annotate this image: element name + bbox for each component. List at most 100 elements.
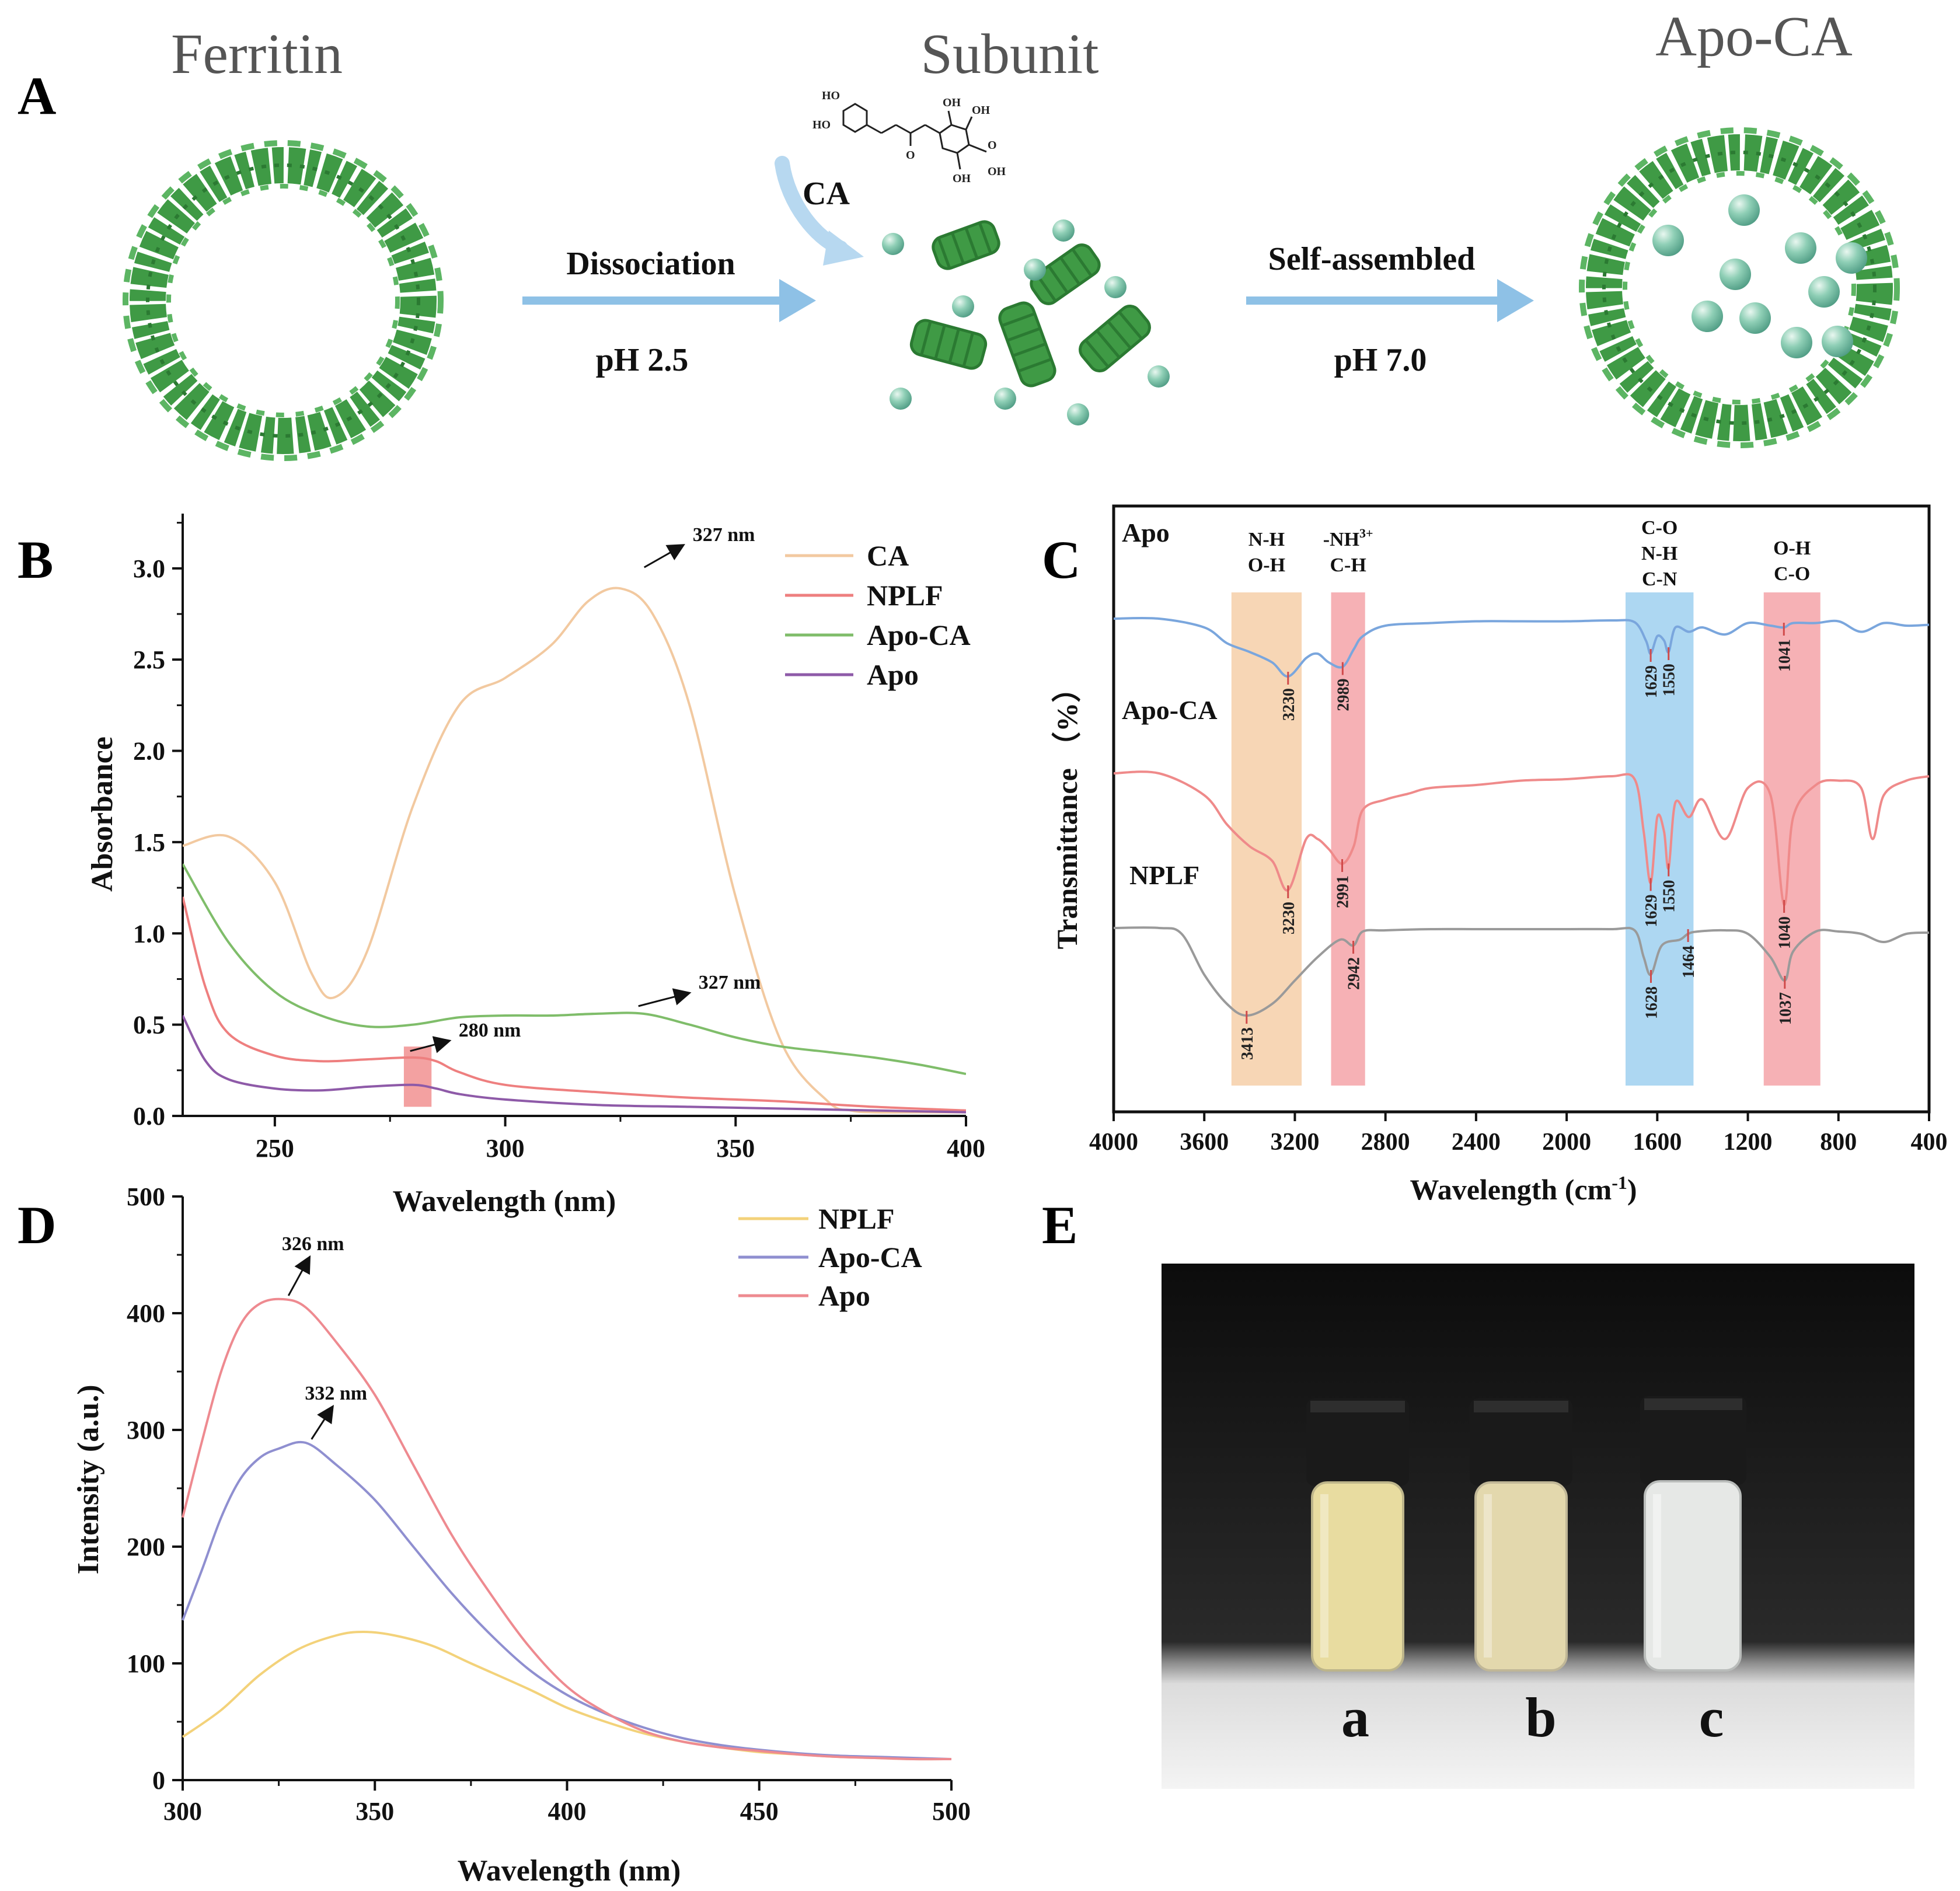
- sphere-icon: [882, 233, 904, 255]
- annotation-arrow: [638, 988, 692, 1007]
- band-label: N-H: [1641, 543, 1677, 564]
- sphere-icon: [1822, 326, 1853, 357]
- apo-ca-cage-icon: [1579, 127, 1900, 448]
- y-tick-label: 2.0: [133, 737, 165, 766]
- y-tick-label: 100: [127, 1649, 165, 1678]
- curve-label-apo: Apo: [1122, 518, 1170, 547]
- series-line-apo: [1113, 616, 1930, 678]
- peak-label: 3230: [1280, 688, 1298, 721]
- x-tick-label: 300: [163, 1797, 202, 1826]
- series-line-nplf: [1113, 770, 1930, 906]
- annotation-arrow: [287, 1255, 311, 1296]
- panel-c-letter: C: [1042, 530, 1080, 589]
- panel-e-letter: E: [1042, 1195, 1077, 1255]
- y-tick-label: 0.0: [133, 1102, 165, 1131]
- series-line-nplf: [183, 896, 966, 1112]
- panel-a: A Ferritin Subunit Apo-CA Dissociation p…: [18, 5, 1900, 461]
- sphere-icon: [952, 295, 974, 318]
- absorbance-chart: 250 300 350 400 0.0 0.5 1.0 1.5 2.0 2.5 3.0 Wavelen…: [86, 514, 985, 1218]
- x-tick-label: 3200: [1270, 1129, 1319, 1156]
- series-line-apo-ca: [183, 863, 966, 1076]
- plot-frame: [1112, 504, 1931, 1114]
- annotation-label: 326 nm: [282, 1233, 344, 1255]
- sphere-icon: [1785, 232, 1816, 264]
- y-tick-label: 2.5: [133, 646, 165, 674]
- peak-label: 2942: [1345, 957, 1363, 990]
- sphere-icon: [1148, 365, 1170, 388]
- band-label: O-H: [1248, 554, 1285, 576]
- subunit-title: Subunit: [921, 23, 1099, 86]
- x-tick-label: 1600: [1633, 1129, 1682, 1156]
- ferritin-cage-icon: [123, 140, 444, 461]
- vial-label-a: a: [1341, 1686, 1369, 1749]
- sphere-icon: [1067, 403, 1089, 425]
- fluorescence-chart: 300 350 400 450 500 0 100 200 300 400 500 Wavelengt…: [72, 1182, 971, 1887]
- series-line-apo: [183, 1015, 966, 1114]
- vial-label-c: c: [1699, 1686, 1724, 1749]
- ca-curved-arrow: [775, 156, 864, 266]
- y-tick-label: 3.0: [133, 554, 165, 583]
- band-label: C-H: [1330, 554, 1366, 576]
- y-tick-label: 1.5: [133, 828, 165, 857]
- ca-spheres: [882, 219, 1170, 425]
- y-tick-label: 500: [127, 1182, 165, 1211]
- molecule-o-2: O: [988, 139, 997, 152]
- sphere-icon: [1652, 225, 1684, 256]
- y-axis-label: Absorbance: [86, 737, 119, 892]
- legend-label-nplf: NPLF: [867, 579, 943, 612]
- y-tick-label: 400: [127, 1299, 165, 1328]
- band-label: C-N: [1642, 568, 1677, 590]
- y-axis-label: Transmittance （%）: [1051, 674, 1083, 950]
- sphere-icon: [1836, 242, 1867, 274]
- ph-7-0-label: pH 7.0: [1334, 342, 1427, 378]
- x-tick-label: 350: [716, 1134, 755, 1163]
- peak-label: 1550: [1661, 880, 1679, 913]
- molecule-ho-1: HO: [822, 89, 840, 102]
- sphere-icon: [1808, 276, 1840, 308]
- panel-c: C N-H O-H -NH3+ C-H C-O N-H C-N O-H C-O 4000 3600 3…: [1042, 504, 1948, 1206]
- x-axis-label: Wavelength (cm-1): [1410, 1172, 1637, 1206]
- subunit-helix-icon: [909, 220, 1151, 388]
- ca-label: CA: [803, 176, 850, 212]
- annotation-label: 327 nm: [693, 524, 755, 546]
- x-tick-label: 4000: [1089, 1129, 1138, 1156]
- band-label: N-H: [1248, 529, 1285, 550]
- peak-label: 1550: [1661, 664, 1679, 696]
- x-tick-label: 1200: [1724, 1129, 1773, 1156]
- self-assembled-arrow: [1246, 279, 1534, 322]
- panel-d-letter: D: [18, 1195, 56, 1255]
- legend-label-ca: CA: [867, 539, 909, 572]
- apo-ca-title: Apo-CA: [1655, 5, 1853, 68]
- curve-label-nplf: NPLF: [1129, 860, 1199, 890]
- band-label: C-O: [1641, 517, 1677, 539]
- y-tick-label: 0.5: [133, 1011, 165, 1039]
- peak-label: 1628: [1642, 986, 1661, 1019]
- annotation-arrow: [410, 1036, 452, 1053]
- vial-b: [1470, 1398, 1572, 1672]
- sphere-icon: [1052, 219, 1075, 242]
- y-axis-label: Intensity (a.u.): [72, 1384, 105, 1574]
- annotation-label: 332 nm: [305, 1383, 367, 1404]
- ferritin-title: Ferritin: [171, 23, 343, 86]
- ph-2-5-label: pH 2.5: [596, 342, 689, 378]
- sphere-icon: [1104, 276, 1127, 298]
- x-tick-label: 2800: [1361, 1129, 1410, 1156]
- annotation-arrow: [311, 1404, 334, 1440]
- band-1: [1331, 592, 1365, 1086]
- panel-b-letter: B: [18, 530, 53, 589]
- sphere-icon: [1781, 327, 1812, 358]
- self-assembled-label: Self-assembled: [1268, 241, 1476, 277]
- vial-a: [1306, 1398, 1409, 1672]
- sphere-icon: [1024, 259, 1046, 281]
- peak-label: 1629: [1642, 895, 1661, 927]
- molecule-ho-2: HO: [812, 118, 831, 131]
- band-3: [1763, 592, 1821, 1086]
- x-axis-label-sup: -1: [1612, 1172, 1627, 1193]
- panel-d: D 300 350 400 450 500 0 100 200 300 400 500 Wavelen…: [18, 1182, 971, 1887]
- x-tick-label: 300: [486, 1134, 525, 1163]
- dissociation-label: Dissociation: [566, 246, 735, 282]
- peak-label: 1037: [1777, 992, 1795, 1025]
- legend-label-apo: Apo: [818, 1279, 870, 1312]
- peak-label: 1464: [1680, 945, 1698, 978]
- ftir-chart: N-H O-H -NH3+ C-H C-O N-H C-N O-H C-O 4000 3600 320…: [1051, 504, 1948, 1206]
